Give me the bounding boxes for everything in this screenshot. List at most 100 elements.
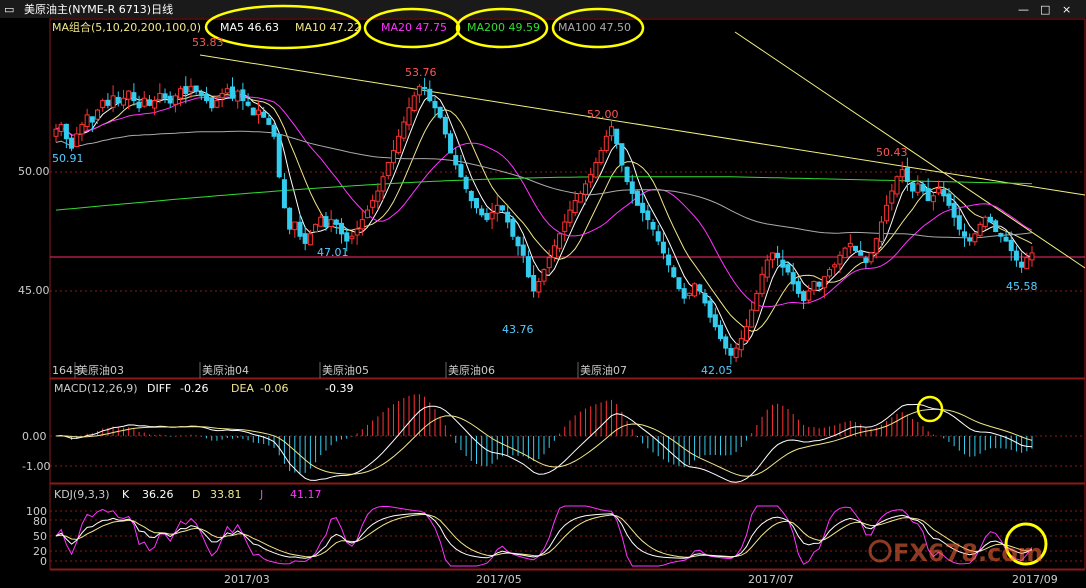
panel-borders [49, 18, 1086, 570]
candle-body [411, 95, 417, 112]
candle-body [198, 91, 204, 97]
candle-body [925, 188, 931, 202]
watermark-text: FX678.com [893, 539, 1043, 567]
candle-body [671, 267, 677, 278]
candle-body [837, 254, 843, 265]
minimize-icon[interactable]: — [1018, 3, 1029, 16]
candle-body [364, 209, 370, 219]
candle-body [920, 184, 926, 192]
candle-body [842, 247, 848, 259]
candle-body [219, 92, 225, 99]
candle-body [972, 233, 978, 243]
macd-tick-minus1: -1.00 [22, 460, 50, 473]
candle-body [541, 269, 547, 282]
macd-highlight-circle [916, 395, 944, 423]
candle-body [884, 204, 890, 222]
candle-body [650, 221, 656, 230]
candle-body [520, 244, 526, 256]
candle-body [629, 181, 635, 194]
contract-label-07: 美原油07 [580, 363, 627, 377]
candle-body [240, 89, 246, 102]
candle-body [567, 209, 573, 223]
candle-body [681, 288, 687, 299]
candle-body [723, 336, 729, 349]
macd-label: MACD(12,26,9) [54, 382, 138, 395]
candle-body [183, 86, 189, 94]
candle-body [489, 211, 495, 220]
candle-body [551, 245, 557, 259]
kdj-tick-50: 50 [33, 530, 47, 543]
kdj-highlight-circle [1004, 522, 1048, 566]
candle-body [178, 88, 184, 99]
kdj-k-label: K [122, 488, 130, 501]
ma200-legend: MA200 49.59 [467, 21, 540, 34]
candle-body [743, 326, 749, 341]
maximize-icon[interactable]: □ [1040, 3, 1050, 16]
candle-body [707, 300, 713, 318]
window-menu-icon[interactable]: ▭ [4, 3, 14, 16]
candle-body [759, 273, 765, 295]
candle-body [577, 192, 583, 203]
candle-body [307, 233, 313, 246]
candle-body [889, 190, 895, 204]
candle-body [385, 161, 391, 176]
candle-body [432, 101, 438, 109]
contract-label-04: 美原油04 [202, 363, 249, 377]
candle-body [697, 284, 703, 292]
candle-body [453, 155, 459, 166]
candle-body [463, 176, 469, 190]
candle-body [608, 126, 614, 137]
kdj-tick-0: 0 [40, 555, 47, 568]
annotation-low-5: 45.58 [1006, 280, 1038, 293]
candle-body [448, 133, 454, 154]
candle-body [484, 212, 490, 221]
candle-body [141, 97, 147, 107]
candle-body [468, 190, 474, 202]
legend-highlight-circles [204, 4, 645, 50]
ma20-legend: MA20 47.75 [381, 21, 447, 34]
candle-body [847, 242, 853, 248]
candle-body [780, 259, 786, 268]
candle-body [250, 107, 256, 116]
candle-body [344, 232, 350, 242]
candle-body [110, 95, 116, 108]
annotation-high-2: 53.76 [405, 66, 437, 79]
candle-body [120, 97, 126, 106]
candle-body [510, 218, 516, 237]
macd-series [55, 394, 1033, 483]
candle-body [302, 233, 308, 244]
candle-body [588, 173, 594, 183]
candle-body [89, 116, 95, 123]
candle-body [188, 85, 194, 92]
close-icon[interactable]: × [1062, 3, 1071, 16]
candle-body [941, 189, 947, 197]
contract-label-05: 美原油05 [322, 363, 369, 377]
annotation-low-1: 50.91 [52, 152, 84, 165]
candle-body [816, 281, 822, 287]
x-tick-2017-09: 2017/09 [1012, 573, 1058, 586]
candle-body [546, 257, 552, 269]
candle-body [936, 188, 942, 194]
candle-body [821, 276, 827, 289]
candle-body [790, 272, 796, 285]
candle-body [437, 106, 443, 118]
candle-body [811, 280, 817, 291]
kdj-j-label: J [259, 488, 263, 501]
candle-body [531, 274, 537, 292]
candle-body [557, 233, 563, 249]
candle-body [863, 257, 869, 263]
candle-body [494, 204, 500, 214]
candle-body [946, 193, 952, 206]
candle-body [230, 86, 236, 99]
candle-body [427, 88, 433, 102]
candle-body [987, 216, 993, 223]
candle-body [474, 197, 480, 209]
candle-body [785, 264, 791, 273]
candle-body [962, 231, 968, 237]
candle-body [266, 118, 272, 125]
candle-body [583, 183, 589, 195]
ma100-line [55, 130, 1033, 239]
candle-body [655, 231, 661, 242]
price-tick-45: 45.00 [18, 284, 50, 297]
candle-body [624, 166, 630, 183]
